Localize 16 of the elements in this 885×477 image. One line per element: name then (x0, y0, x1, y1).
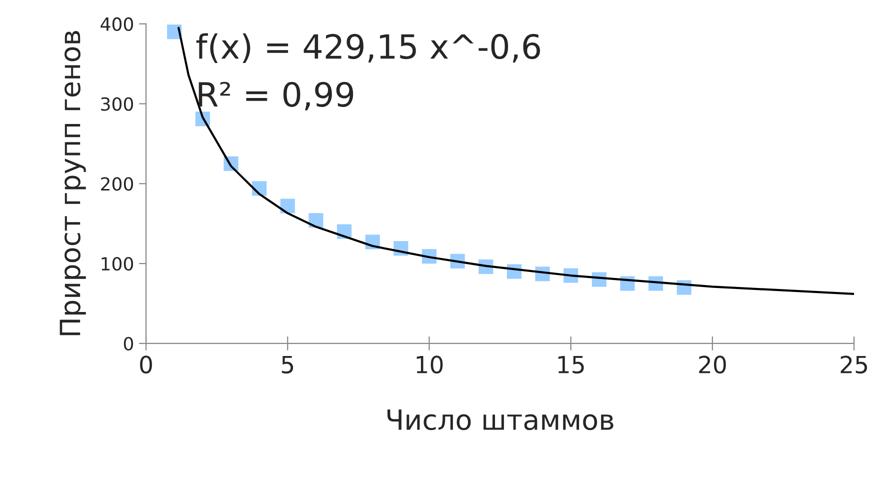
x-tick-label: 0 (140, 356, 152, 374)
x-tick-label: 5 (282, 356, 294, 374)
x-tick-label: 10 (416, 356, 443, 374)
x-tick-label: 15 (558, 356, 584, 374)
point (280, 198, 295, 214)
annotation: f(x) = 429,15 x^-0,6 (196, 33, 540, 64)
y-axis-title: Прирост групп генов (60, 31, 86, 336)
x-axis-title: Число штаммов (387, 410, 614, 430)
y-tick-label: 0 (124, 336, 134, 351)
x-tick-label: 20 (699, 356, 726, 374)
y-tick-label: 300 (101, 97, 134, 111)
y-tick-label: 400 (100, 17, 134, 31)
y-tick-label: 100 (102, 257, 134, 271)
x-tick-label: 25 (840, 356, 867, 374)
annotation: R² = 0,99 (198, 82, 354, 110)
y-tick-label: 200 (101, 177, 134, 191)
